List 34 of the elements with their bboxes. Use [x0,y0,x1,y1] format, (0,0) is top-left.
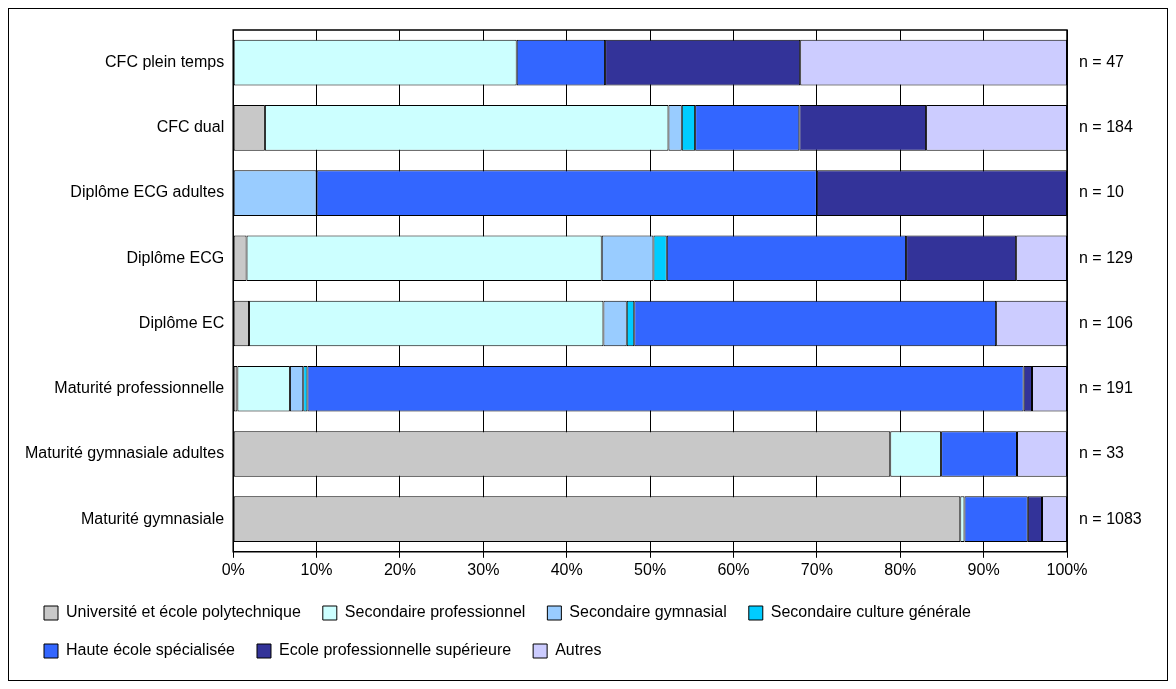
text: n = 184 [1079,118,1133,136]
x-tick-label: 30% [467,560,500,578]
legend-label: Haute école spécialisée [66,641,236,659]
y-tick-label: CFC dual [156,118,225,136]
legend-label: Secondaire culture générale [770,603,972,621]
y-tick-label: Diplôme ECG [126,248,225,266]
legend-label: Autres [555,641,602,659]
y-tick-label: Diplôme ECG adultes [70,183,225,201]
x-tick-label: 100% [1046,560,1088,578]
text: n = 106 [1079,313,1133,331]
legend-label: Ecole professionnelle supérieure [278,641,512,659]
x-tick-label: 50% [634,560,667,578]
x-tick-label: 0% [221,560,245,578]
text: n = 47 [1079,53,1125,71]
y-tick-label: Maturité gymnasiale [81,509,225,527]
x-tick-label: 40% [550,560,583,578]
text: n = 1083 [1079,509,1142,527]
text: n = 191 [1079,379,1133,397]
y-tick-label: Maturité professionnelle [54,379,225,397]
x-tick-label: 60% [717,560,750,578]
legend-label: Université et école polytechnique [66,603,301,621]
x-tick-label: 20% [383,560,416,578]
text: n = 10 [1079,183,1125,201]
y-tick-label: Maturité gymnasiale adultes [24,444,225,462]
x-tick-label: 10% [300,560,333,578]
y-tick-label: CFC plein temps [105,53,225,71]
legend-label: Secondaire gymnasial [569,603,727,621]
y-tick-label: Diplôme EC [138,313,225,331]
x-tick-label: 90% [967,560,1000,578]
x-tick-label: 80% [884,560,917,578]
text: n = 33 [1079,444,1125,462]
legend-label: Secondaire professionnel [344,603,526,621]
x-tick-label: 70% [800,560,833,578]
text: n = 129 [1079,248,1133,266]
